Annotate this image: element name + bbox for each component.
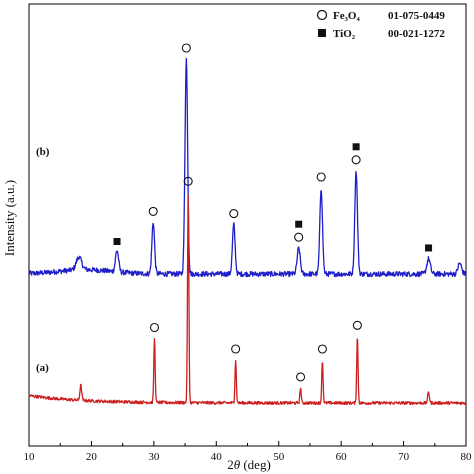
fe3o4-peak-marker <box>316 172 326 182</box>
x-tick-label: 30 <box>148 451 160 463</box>
plot-frame <box>28 3 467 447</box>
fe3o4-peak-marker <box>294 232 304 242</box>
fe3o4-peak-marker <box>148 206 158 216</box>
series-line-b <box>28 57 467 278</box>
x-tick-label: 70 <box>398 451 410 463</box>
legend-code-tio2: 00-021-1272 <box>388 28 445 40</box>
tio2-peak-marker <box>352 143 360 151</box>
x-tick-label: 10 <box>24 451 36 463</box>
fe3o4-peak-marker <box>296 372 306 382</box>
fe3o4-peak-marker <box>229 209 239 219</box>
legend-circle-marker <box>316 9 328 21</box>
tio2-peak-marker <box>113 238 121 245</box>
x-axis: 10 20 30 40 50 60 70 80 <box>24 441 473 463</box>
x-tick-label: 60 <box>336 451 348 463</box>
x-axis-label-suffix: (deg) <box>240 457 271 472</box>
fe3o4-peak-marker <box>183 176 193 186</box>
trace-label-b: (b) <box>36 146 50 158</box>
x-axis-label-prefix: 2 <box>227 457 234 472</box>
tio2-peak-marker <box>295 220 303 228</box>
fe3o4-peak-marker <box>181 43 191 53</box>
legend-square-marker <box>318 29 326 37</box>
legend-code-fe3o4: 01-075-0449 <box>388 10 445 22</box>
x-tick-label: 20 <box>86 451 98 463</box>
y-axis-label: Intensity (a.u.) <box>2 180 17 256</box>
series-line-a <box>28 194 467 406</box>
series-layer <box>28 57 467 406</box>
tio2-peak-marker <box>425 244 433 252</box>
fe3o4-peak-marker <box>149 322 160 333</box>
legend-name-tio2: TiO₂ <box>333 28 356 40</box>
x-tick-label: 80 <box>461 451 473 463</box>
fe3o4-peak-marker <box>317 344 327 354</box>
x-tick-label: 50 <box>273 451 285 463</box>
fe3o4-peak-marker <box>352 320 362 330</box>
trace-label-a: (a) <box>36 362 49 374</box>
x-axis-label-symbol: θ <box>234 457 241 472</box>
x-axis-label: 2θ (deg) <box>227 457 271 472</box>
fe3o4-peak-marker <box>231 344 241 354</box>
legend-name-fe3o4: Fe₃O₄ <box>333 10 360 22</box>
x-tick-label: 40 <box>211 451 223 463</box>
legend: Fe₃O₄ 01-075-0449 TiO₂ 00-021-1272 <box>316 9 445 40</box>
fe3o4-peak-marker <box>351 155 361 165</box>
peak-markers <box>113 43 433 382</box>
plot-area <box>28 3 467 447</box>
